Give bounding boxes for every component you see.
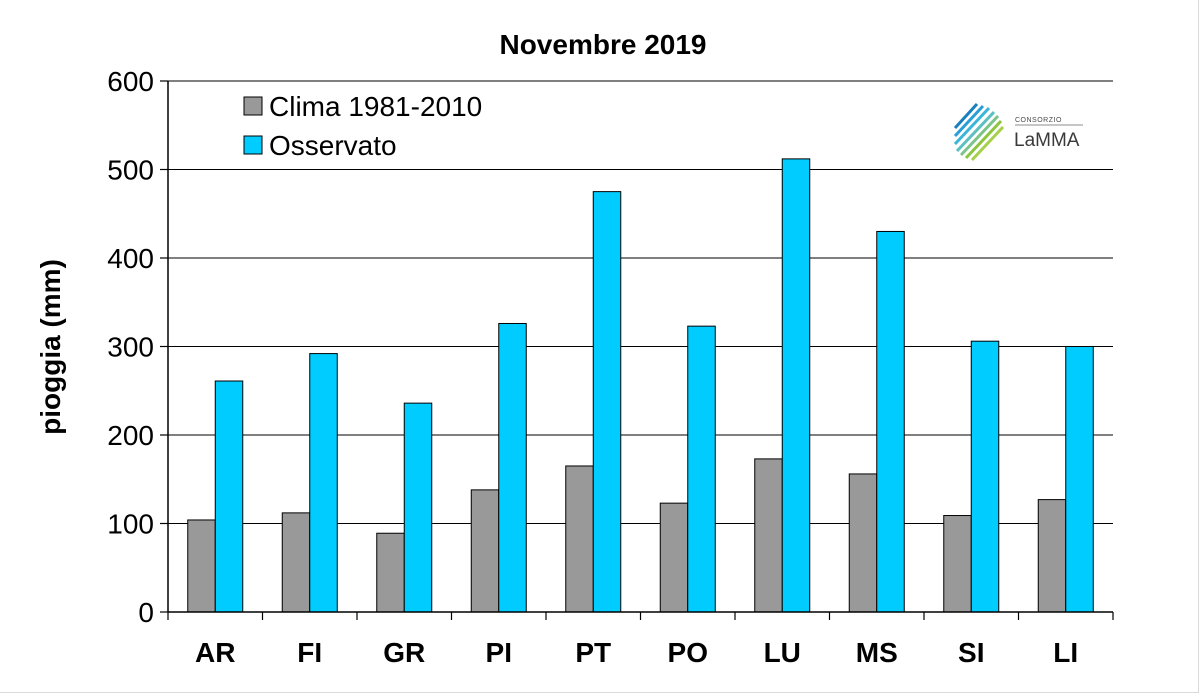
y-axis-label: pioggia (mm) [35, 259, 66, 435]
logo-lamma-text: LaMMA [1014, 130, 1080, 151]
bar-osservato-po [687, 325, 716, 613]
x-tick-label: AR [195, 637, 235, 668]
y-tick-label: 100 [107, 509, 154, 540]
bar-clima-po [659, 502, 689, 613]
x-tick-label: FI [297, 637, 322, 668]
lamma-logo-mark [953, 102, 1005, 162]
bar-osservato-ms [876, 230, 905, 613]
x-tick-label: PT [575, 637, 611, 668]
bar-clima-pi [470, 489, 500, 613]
bar-clima-fi [281, 512, 311, 613]
bar-clima-si [943, 515, 972, 613]
x-tick-label: MS [856, 637, 898, 668]
bar-clima-gr [376, 532, 405, 613]
y-tick-label: 0 [138, 597, 154, 628]
legend-label-osservato: Osservato [269, 130, 397, 161]
bar-osservato-ar [214, 380, 244, 613]
x-tick-label: GR [383, 637, 425, 668]
lamma-logo: CONSORZIO LaMMA [953, 102, 1083, 162]
x-ticks: AR FI GR PI PT PO LU MS SI LI [167, 612, 1114, 668]
gridlines [168, 80, 1113, 524]
bar-clima-lu [754, 458, 783, 613]
bar-clima-ms [848, 473, 878, 613]
bar-osservato-fi [309, 353, 338, 613]
y-tick-label: 400 [107, 243, 154, 274]
bar-osservato-pi [498, 322, 527, 613]
legend: Clima 1981-2010 Osservato [243, 91, 482, 161]
y-ticks: 0 100 200 300 400 500 600 [107, 66, 168, 628]
bar-osservato-pt [592, 191, 622, 613]
x-tick-label: LI [1053, 637, 1078, 668]
bars [187, 158, 1094, 613]
x-tick-label: PI [486, 637, 512, 668]
chart-title: Novembre 2019 [499, 29, 706, 60]
bar-clima-pt [565, 465, 594, 613]
bar-osservato-gr [403, 402, 433, 613]
bar-clima-ar [187, 519, 216, 613]
bar-osservato-si [970, 340, 1000, 613]
y-tick-label: 300 [107, 332, 154, 363]
logo-consorzio-text: CONSORZIO [1015, 117, 1062, 124]
legend-swatch-clima [243, 96, 263, 116]
y-tick-label: 200 [107, 420, 154, 451]
legend-label-clima: Clima 1981-2010 [269, 91, 482, 122]
bar-osservato-li [1065, 346, 1094, 613]
y-tick-label: 500 [107, 155, 154, 186]
x-tick-label: PO [668, 637, 708, 668]
x-tick-label: SI [958, 637, 984, 668]
legend-swatch-osservato [243, 135, 263, 155]
x-tick-label: LU [764, 637, 801, 668]
y-tick-label: 600 [107, 66, 154, 97]
bar-clima-li [1037, 499, 1067, 613]
bar-osservato-lu [781, 158, 811, 613]
